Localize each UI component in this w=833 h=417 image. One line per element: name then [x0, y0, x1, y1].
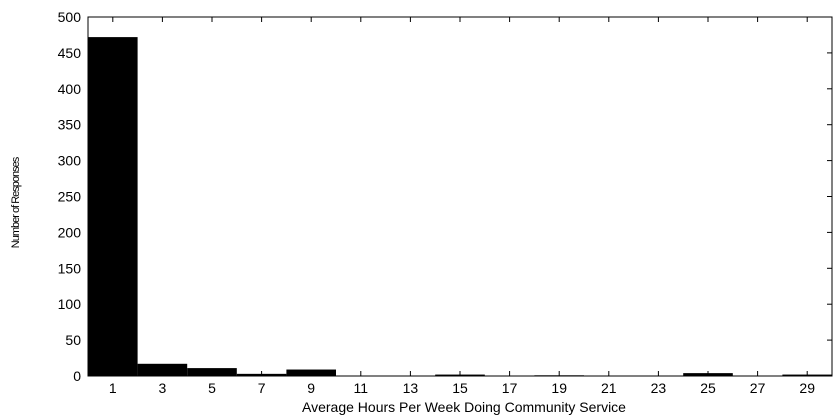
y-tick-label: 200: [58, 224, 82, 240]
y-tick-label: 400: [58, 81, 82, 97]
x-tick-label: 11: [354, 380, 369, 396]
y-tick-label: 350: [58, 117, 82, 133]
x-tick-label: 1: [109, 380, 117, 396]
y-tick-label: 150: [58, 260, 82, 276]
x-tick-label: 5: [208, 380, 216, 396]
x-tick-label: 13: [403, 380, 419, 396]
x-tick-label: 23: [651, 380, 667, 396]
x-tick-label: 19: [551, 380, 567, 396]
y-axis: 0 50 100 150 200 250 300 350 400 450 500: [58, 9, 832, 384]
x-tick-label: 21: [601, 380, 617, 396]
x-axis-label: Average Hours Per Week Doing Community S…: [302, 399, 626, 415]
y-tick-label: 450: [58, 45, 82, 61]
y-tick-label: 50: [65, 332, 81, 348]
x-tick-label: 27: [750, 380, 766, 396]
x-tick-label: 25: [700, 380, 716, 396]
y-tick-label: 300: [58, 153, 82, 169]
x-axis: 1 3 5 7 9 11 13 15 17 19 21 23 25 27 29: [109, 17, 815, 396]
x-tick-label: 9: [307, 380, 315, 396]
x-tick-label: 3: [159, 380, 167, 396]
y-tick-label: 0: [73, 368, 81, 384]
x-tick-label: 29: [799, 380, 815, 396]
x-tick-label: 17: [502, 380, 518, 396]
x-tick-label: 7: [258, 380, 266, 396]
bars-group: [88, 37, 832, 376]
y-tick-label: 500: [58, 9, 82, 25]
bar-3: [137, 363, 188, 376]
y-axis-label: Number of Responses: [10, 156, 22, 248]
x-tick-label: 15: [452, 380, 468, 396]
y-tick-label: 250: [58, 189, 82, 205]
bar-1: [88, 37, 138, 376]
y-tick-label: 100: [58, 296, 82, 312]
